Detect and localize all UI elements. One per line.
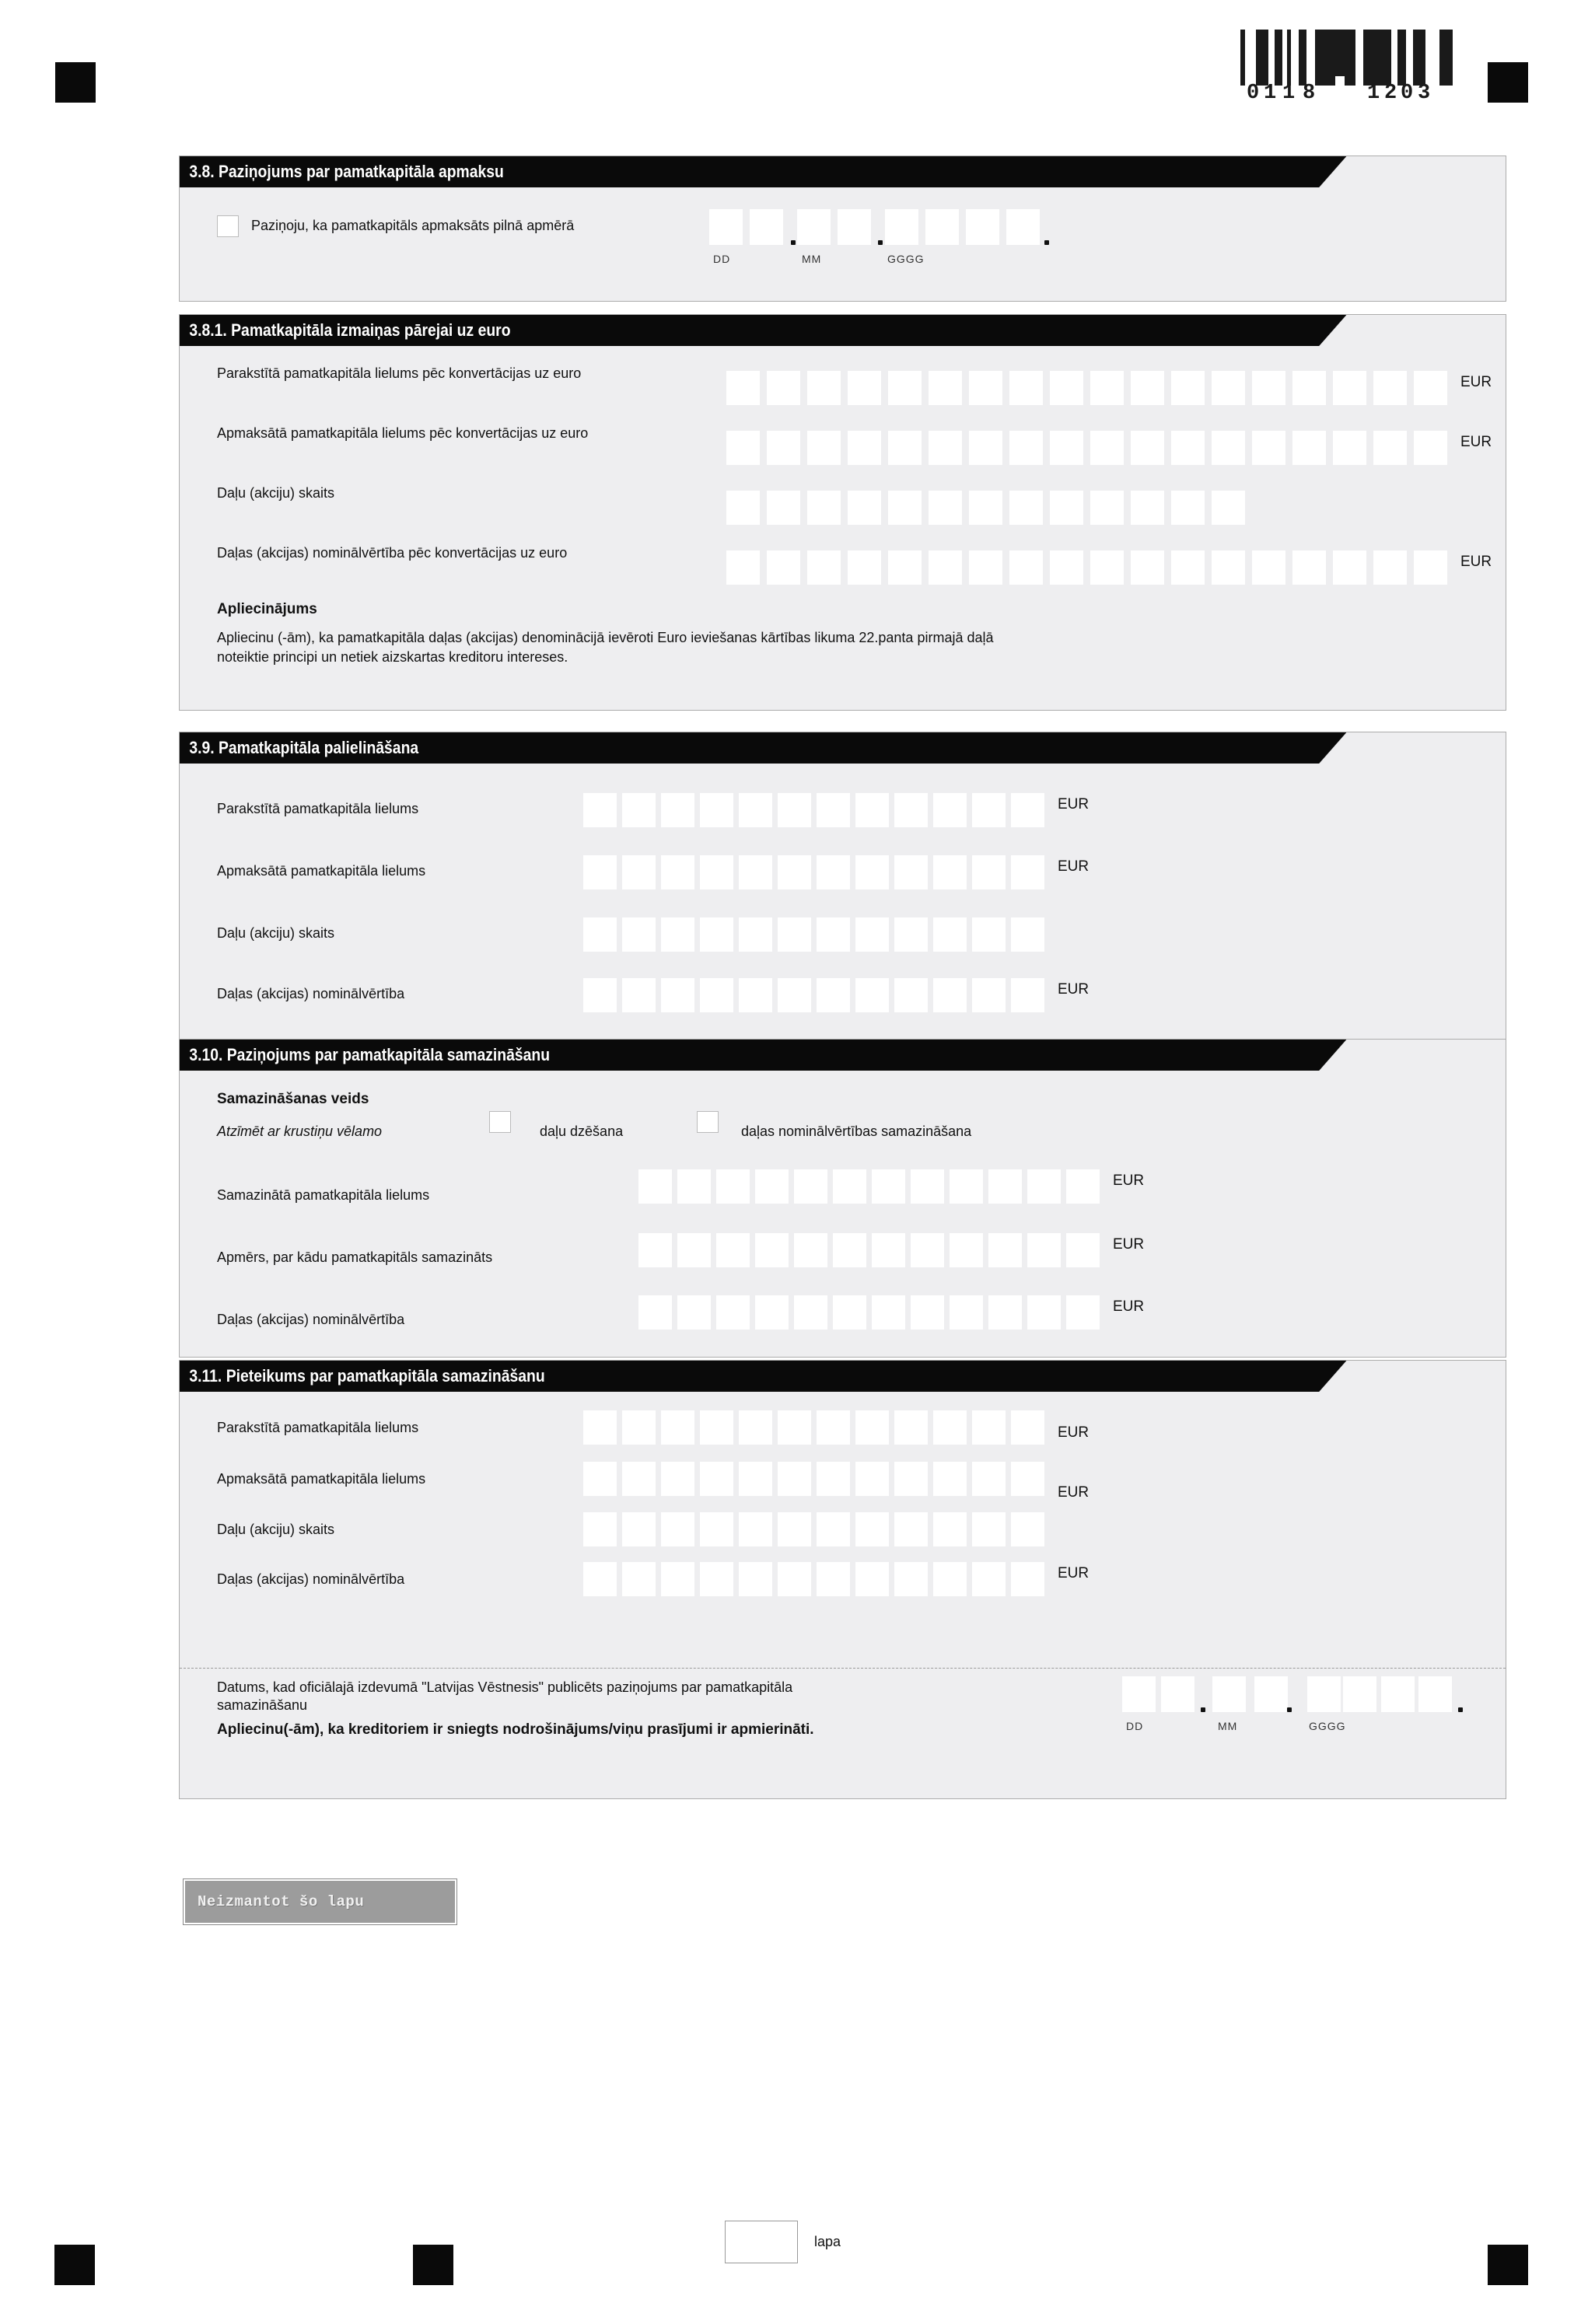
svg-text:2: 2 xyxy=(1384,82,1397,100)
svg-text:1: 1 xyxy=(1282,82,1295,100)
svg-text:0: 0 xyxy=(1247,82,1259,100)
svg-text:3: 3 xyxy=(1418,82,1430,100)
svg-text:8: 8 xyxy=(1303,82,1315,100)
svg-text:1: 1 xyxy=(1264,82,1276,100)
svg-text:0: 0 xyxy=(1401,82,1413,100)
svg-text:1: 1 xyxy=(1367,82,1380,100)
